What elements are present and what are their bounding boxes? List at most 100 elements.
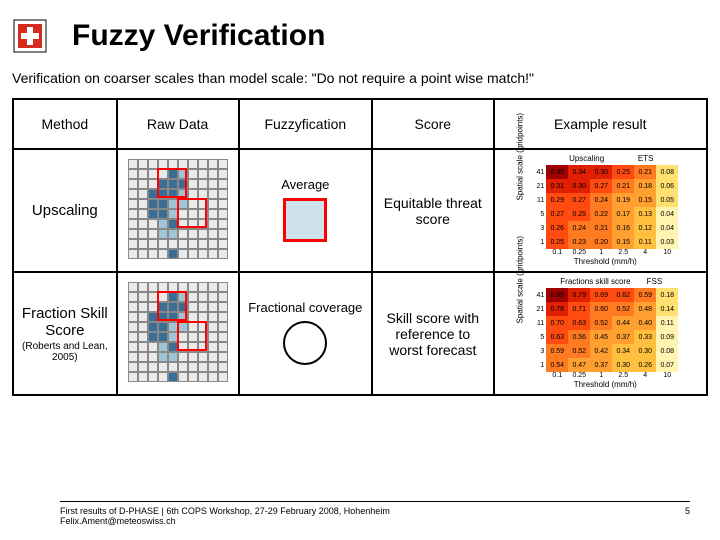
heatmap-cell: 0.24 bbox=[590, 193, 612, 207]
method-cell: Upscaling bbox=[13, 149, 117, 272]
heatmap-cell: 0.45 bbox=[590, 330, 612, 344]
heatmap-cell: 0.11 bbox=[634, 235, 656, 249]
heatmap-cell: 0.37 bbox=[590, 358, 612, 372]
heatmap-cell: 0.21 bbox=[634, 165, 656, 179]
heatmap-cell: 0.60 bbox=[590, 302, 612, 316]
heatmap-cell: 0.47 bbox=[568, 358, 590, 372]
heatmap-xtick: 0.25 bbox=[568, 249, 590, 256]
heatmap: 410.350.340.300.250.210.08210.310.300.27… bbox=[532, 165, 678, 266]
raw-cell bbox=[117, 149, 239, 272]
heatmap-cell: 0.21 bbox=[590, 221, 612, 235]
logo-swiss bbox=[12, 18, 48, 54]
heatmap-cell: 0.08 bbox=[656, 165, 678, 179]
avg-box-icon bbox=[283, 198, 327, 242]
heatmap-ytick: 11 bbox=[532, 197, 546, 204]
heatmap-xtick: 10 bbox=[656, 249, 678, 256]
header: Fuzzy Verification bbox=[0, 0, 720, 68]
heatmap-cell: 0.17 bbox=[612, 207, 634, 221]
example-cell: Fractions skill scoreFSSSpatial scale (g… bbox=[494, 272, 708, 395]
score-cell: Equitable threat score bbox=[372, 149, 493, 272]
score-cell: Skill score with reference to worst fore… bbox=[372, 272, 493, 395]
fuzzy-label: Average bbox=[244, 177, 368, 192]
heatmap-xtick: 10 bbox=[656, 372, 678, 379]
heatmap-cell: 0.30 bbox=[634, 344, 656, 358]
heatmap-ylabel: Spatial scale (gridpoints) bbox=[516, 235, 525, 323]
raw-cell bbox=[117, 272, 239, 395]
heatmap-cell: 0.79 bbox=[568, 288, 590, 302]
highlight-box bbox=[177, 198, 207, 228]
heatmap-cell: 0.11 bbox=[656, 316, 678, 330]
heatmap-cell: 0.04 bbox=[656, 221, 678, 235]
heatmap-cell: 0.26 bbox=[546, 221, 568, 235]
heatmap-cell: 0.42 bbox=[590, 344, 612, 358]
heatmap-cell: 0.06 bbox=[656, 179, 678, 193]
heatmap-ytick: 21 bbox=[532, 306, 546, 313]
heatmap-cell: 0.59 bbox=[634, 288, 656, 302]
heatmap-xtick: 4 bbox=[634, 372, 656, 379]
heatmap-cell: 0.09 bbox=[656, 330, 678, 344]
heatmap-cell: 0.18 bbox=[634, 179, 656, 193]
heatmap-cell: 0.07 bbox=[656, 358, 678, 372]
fuzzy-cell: Fractional coverage bbox=[239, 272, 373, 395]
heatmap-cell: 0.04 bbox=[656, 207, 678, 221]
heatmap-cell: 0.29 bbox=[546, 193, 568, 207]
heatmap-cell: 0.56 bbox=[568, 330, 590, 344]
heatmap-xtick: 0.25 bbox=[568, 372, 590, 379]
heatmap-ytick: 11 bbox=[532, 320, 546, 327]
heatmap: 410.850.790.690.620.590.18210.780.710.60… bbox=[532, 288, 678, 389]
heatmap-ytick: 5 bbox=[532, 334, 546, 341]
heatmap-cell: 0.70 bbox=[546, 316, 568, 330]
heatmap-ytick: 21 bbox=[532, 183, 546, 190]
heatmap-cell: 0.15 bbox=[634, 193, 656, 207]
page-number: 5 bbox=[685, 506, 690, 526]
method-name: Fraction Skill Score bbox=[18, 305, 112, 339]
heatmap-xtick: 0.1 bbox=[546, 372, 568, 379]
subtitle: Verification on coarser scales than mode… bbox=[0, 68, 720, 96]
heatmap-cell: 0.30 bbox=[612, 358, 634, 372]
heatmap-xtick: 2.5 bbox=[612, 372, 634, 379]
heatmap-cell: 0.25 bbox=[568, 207, 590, 221]
col-score: Score bbox=[372, 99, 493, 149]
heatmap-cell: 0.24 bbox=[568, 221, 590, 235]
highlight-box bbox=[157, 168, 187, 198]
heatmap-cell: 0.40 bbox=[634, 316, 656, 330]
heatmap-cell: 0.27 bbox=[546, 207, 568, 221]
method-cell: Fraction Skill Score(Roberts and Lean, 2… bbox=[13, 272, 117, 395]
heatmap-xlabel: Threshold (mm/h) bbox=[532, 380, 678, 389]
heatmap-cell: 0.34 bbox=[568, 165, 590, 179]
heatmap-cell: 0.23 bbox=[568, 235, 590, 249]
heatmap-cell: 0.13 bbox=[634, 207, 656, 221]
heatmap-cell: 0.59 bbox=[546, 344, 568, 358]
heatmap-cell: 0.69 bbox=[590, 288, 612, 302]
heatmap-cell: 0.63 bbox=[546, 330, 568, 344]
heatmap-cell: 0.18 bbox=[656, 288, 678, 302]
heatmap-cell: 0.52 bbox=[612, 302, 634, 316]
heatmap-cell: 0.20 bbox=[590, 235, 612, 249]
heatmap-cell: 0.30 bbox=[568, 179, 590, 193]
highlight-box bbox=[177, 321, 207, 351]
heatmap-cell: 0.37 bbox=[612, 330, 634, 344]
heatmap-cell: 0.27 bbox=[568, 193, 590, 207]
heatmap-cell: 0.71 bbox=[568, 302, 590, 316]
heatmap-cell: 0.25 bbox=[546, 235, 568, 249]
heatmap-cell: 0.26 bbox=[634, 358, 656, 372]
heatmap-title-left: Fractions skill score bbox=[560, 277, 630, 286]
heatmap-cell: 0.19 bbox=[612, 193, 634, 207]
heatmap-cell: 0.22 bbox=[590, 207, 612, 221]
heatmap-xtick: 1 bbox=[590, 372, 612, 379]
heatmap-cell: 0.48 bbox=[634, 302, 656, 316]
heatmap-cell: 0.63 bbox=[568, 316, 590, 330]
heatmap-title-right: FSS bbox=[647, 277, 663, 286]
heatmap-cell: 0.15 bbox=[612, 235, 634, 249]
circle-icon bbox=[283, 321, 327, 365]
heatmap-cell: 0.35 bbox=[546, 165, 568, 179]
heatmap-ytick: 1 bbox=[532, 362, 546, 369]
col-method: Method bbox=[13, 99, 117, 149]
fuzzy-cell: Average bbox=[239, 149, 373, 272]
heatmap-cell: 0.85 bbox=[546, 288, 568, 302]
heatmap-ytick: 5 bbox=[532, 211, 546, 218]
heatmap-title-right: ETS bbox=[638, 154, 654, 163]
method-table: Method Raw Data Fuzzyfication Score Exam… bbox=[12, 98, 708, 396]
heatmap-cell: 0.78 bbox=[546, 302, 568, 316]
page-title: Fuzzy Verification bbox=[72, 19, 325, 53]
